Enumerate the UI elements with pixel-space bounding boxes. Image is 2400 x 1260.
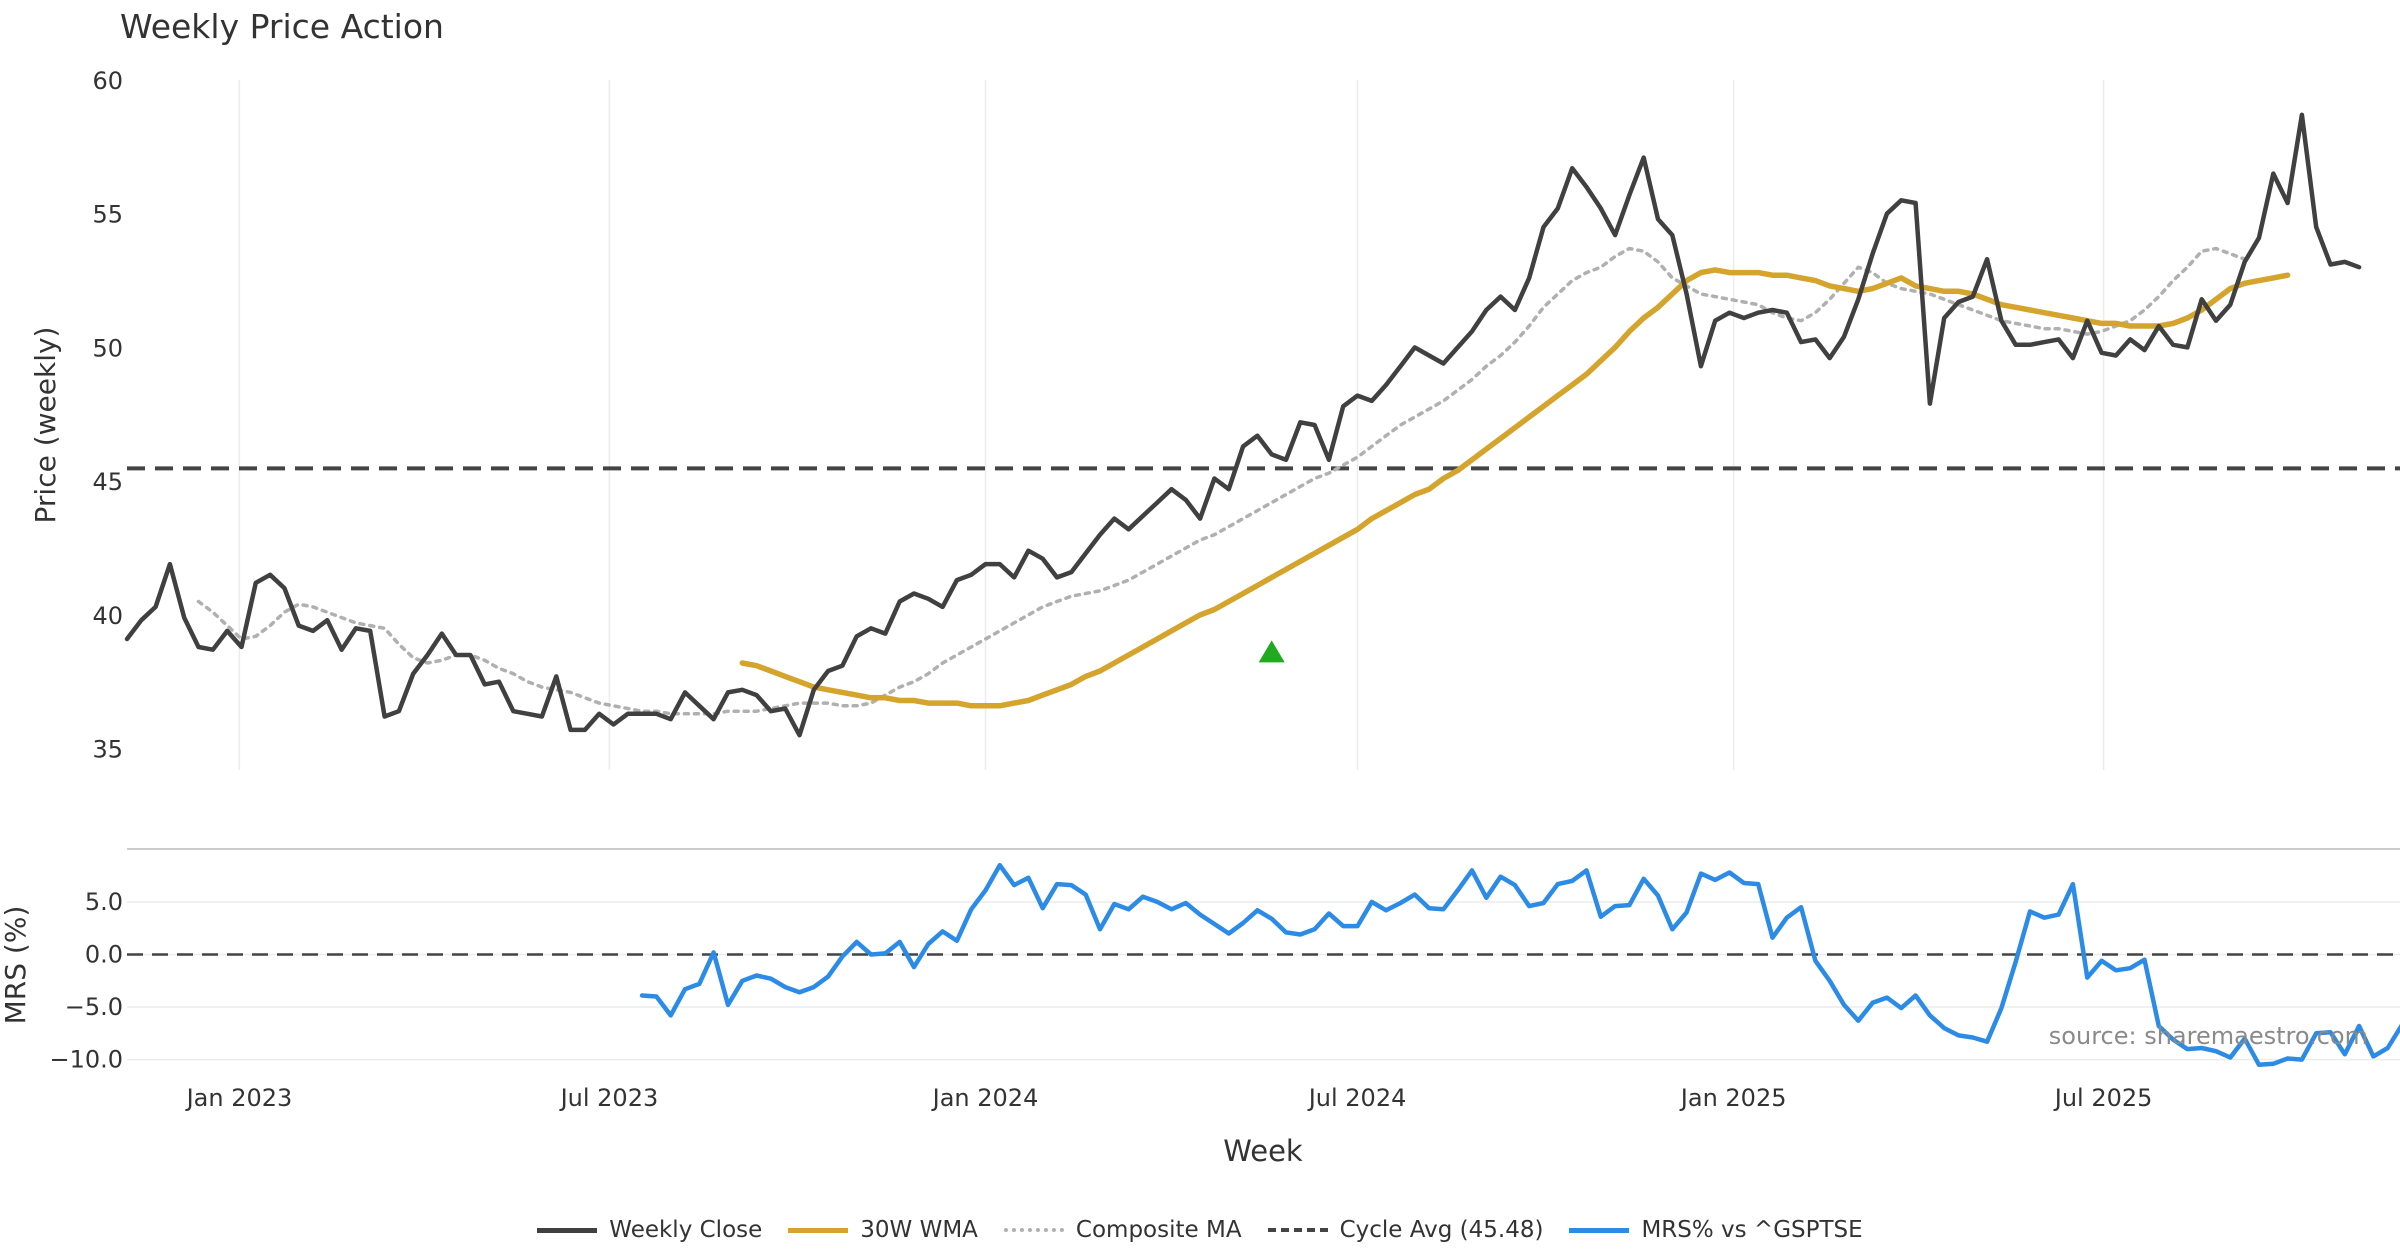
mrs-y-axis-label: MRS (%) [0,906,32,1025]
mrs-y-tick-label: −10.0 [49,1046,123,1074]
legend-swatch-weekly-close [537,1227,598,1233]
legend-label-composite-ma: Composite MA [1075,1217,1242,1243]
mrs-y-tick-label: 5.0 [85,888,123,916]
price-y-tick-label: 35 [92,736,123,764]
price-chart-svg: Weekly Price Action 35 40 45 50 55 60 Price (we… [0,7,2400,1168]
price-y-tick-label: 45 [92,468,123,496]
legend-label-cycle-avg: Cycle Avg (45.48) [1339,1217,1544,1243]
legend-item-30w-wma[interactable]: 30W WMA [788,1217,978,1243]
x-tick-label-jul-2024: Jul 2024 [1307,1084,1407,1112]
mrs-y-tick-label: 0.0 [85,940,123,968]
legend-item-weekly-close[interactable]: Weekly Close [537,1217,762,1243]
x-tick-label-jan-2023: Jan 2023 [185,1084,293,1112]
series-line-30w-wma [739,267,2291,709]
x-axis-label: Week [1223,1134,1303,1168]
source-annotation: source: sharemaestro.com [2049,1022,2368,1050]
price-y-tick-label: 40 [92,602,123,630]
mrs-y-tick-label: −5.0 [65,993,123,1021]
legend-item-cycle-avg[interactable]: Cycle Avg (45.48) [1267,1217,1544,1243]
x-tick-label-jan-2025: Jan 2025 [1679,1084,1787,1112]
legend-item-composite-ma[interactable]: Composite MA [1003,1217,1242,1243]
legend-item-mrs[interactable]: MRS% vs ^GSPTSE [1569,1217,1863,1243]
legend-label-weekly-close: Weekly Close [609,1217,763,1243]
series-line-composite-ma [196,246,2247,716]
legend-swatch-composite-ma [1003,1228,1064,1232]
legend-swatch-30w-wma [788,1227,849,1233]
price-y-tick-label: 50 [92,334,123,362]
series-line-mrs [639,862,2400,1068]
price-y-axis-label: Price (weekly) [29,327,62,524]
signal-marker-triangle [1258,640,1285,663]
legend-swatch-cycle-avg [1267,1228,1328,1232]
series-line-weekly-close [124,112,2362,738]
legend-swatch-mrs [1569,1227,1630,1233]
chart-title: Weekly Price Action [120,7,444,46]
price-y-tick-label: 55 [92,201,123,229]
x-tick-label-jul-2025: Jul 2025 [2053,1084,2153,1112]
x-tick-label-jan-2024: Jan 2024 [931,1084,1039,1112]
legend-label-30w-wma: 30W WMA [860,1217,978,1243]
price-y-tick-label: 60 [92,67,123,95]
x-tick-label-jul-2023: Jul 2023 [559,1084,659,1112]
legend: Weekly Close 30W WMA Composite MA Cycle … [0,1210,2400,1250]
legend-label-mrs: MRS% vs ^GSPTSE [1641,1217,1863,1243]
